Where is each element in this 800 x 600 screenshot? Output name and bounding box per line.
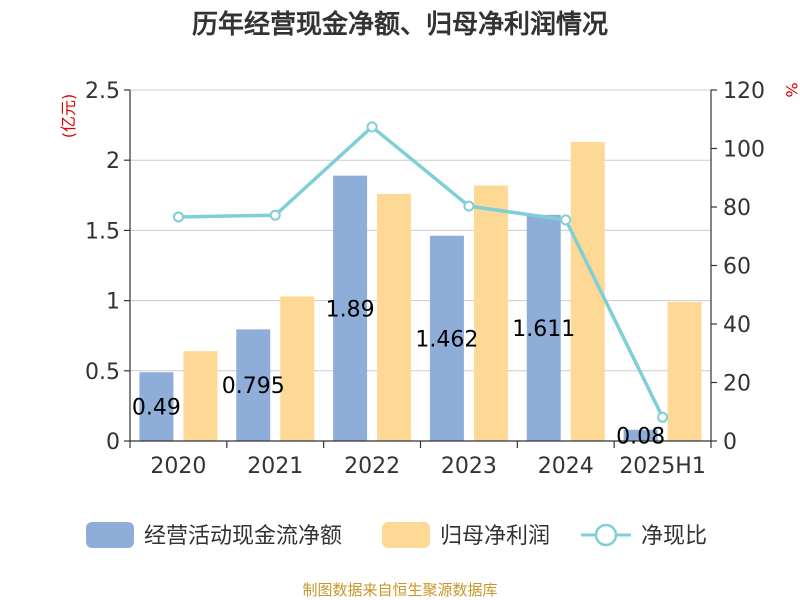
right-axis-unit: % — [782, 82, 800, 97]
ratio-point — [269, 209, 281, 221]
cashflow-bar — [139, 372, 174, 441]
cashflow-bar — [236, 329, 271, 441]
legend-swatch-profit — [382, 522, 430, 548]
profit-bar — [280, 296, 315, 441]
profit-bar — [377, 193, 412, 441]
cashflow-bar — [623, 429, 658, 441]
ratio-line-path — [178, 125, 665, 419]
right-tick-label: 40 — [723, 313, 751, 338]
cashflow-value-label: 1.611 — [512, 317, 575, 342]
cashflow-bar — [429, 235, 464, 441]
left-tick-label: 0 — [106, 430, 120, 455]
ratio-point — [463, 200, 475, 212]
right-tick-label: 100 — [723, 138, 765, 163]
profit-bar — [183, 351, 218, 441]
legend: 经营活动现金流净额 归母净利润 净现比 — [86, 522, 707, 549]
ratio-point — [172, 211, 184, 223]
cashflow-value-label: 0.08 — [616, 424, 665, 449]
profit-bar — [473, 185, 508, 441]
cashflow-value-label: 1.89 — [326, 297, 375, 322]
legend-label-profit: 归母净利润 — [440, 524, 550, 549]
legend-label-cashflow: 经营活动现金流净额 — [144, 524, 342, 549]
left-tick-label: 1 — [106, 290, 120, 315]
left-tick-label: 1.5 — [85, 219, 120, 244]
ratio-point — [560, 214, 572, 226]
x-tick-label: 2023 — [441, 454, 497, 479]
right-tick-label: 120 — [723, 79, 765, 104]
chart-title: 历年经营现金净额、归母净利润情况 — [192, 9, 608, 40]
right-tick-label: 0 — [723, 430, 737, 455]
right-tick-label: 80 — [723, 196, 751, 221]
legend-marker-ratio — [594, 523, 618, 547]
cashflow-value-label: 0.49 — [132, 396, 181, 421]
source-note: 制图数据来自恒生聚源数据库 — [302, 581, 497, 599]
left-tick-label: 0.5 — [85, 360, 120, 385]
right-tick-label: 60 — [723, 255, 751, 280]
legend-swatch-cashflow — [86, 522, 134, 548]
x-tick-label: 2022 — [344, 454, 400, 479]
left-tick-label: 2.5 — [85, 79, 120, 104]
cashflow-value-label: 1.462 — [415, 327, 478, 352]
axes: 0 0.5 1 1.5 2 2.5 0 20 40 60 80 100 120 2020 2021 2022 2… — [85, 79, 765, 479]
data-labels: 0.49 0.795 1.89 1.462 1.611 0.08 — [132, 297, 665, 449]
left-axis-unit: (亿元) — [59, 94, 78, 139]
x-tick-label: 2024 — [538, 454, 594, 479]
ratio-line — [172, 121, 669, 423]
cashflow-value-label: 0.795 — [222, 374, 285, 399]
right-tick-label: 20 — [723, 372, 751, 397]
x-tick-label: 2021 — [247, 454, 303, 479]
x-tick-label: 2020 — [150, 454, 206, 479]
ratio-point — [366, 121, 378, 133]
legend-label-ratio: 净现比 — [641, 524, 707, 549]
x-tick-label: 2025H1 — [619, 454, 706, 479]
bars — [139, 141, 702, 442]
ratio-point — [657, 411, 669, 423]
profit-bar — [667, 302, 702, 441]
cashflow-bar — [333, 175, 368, 442]
left-tick-label: 2 — [106, 149, 120, 174]
cashflow-bar — [526, 214, 561, 441]
